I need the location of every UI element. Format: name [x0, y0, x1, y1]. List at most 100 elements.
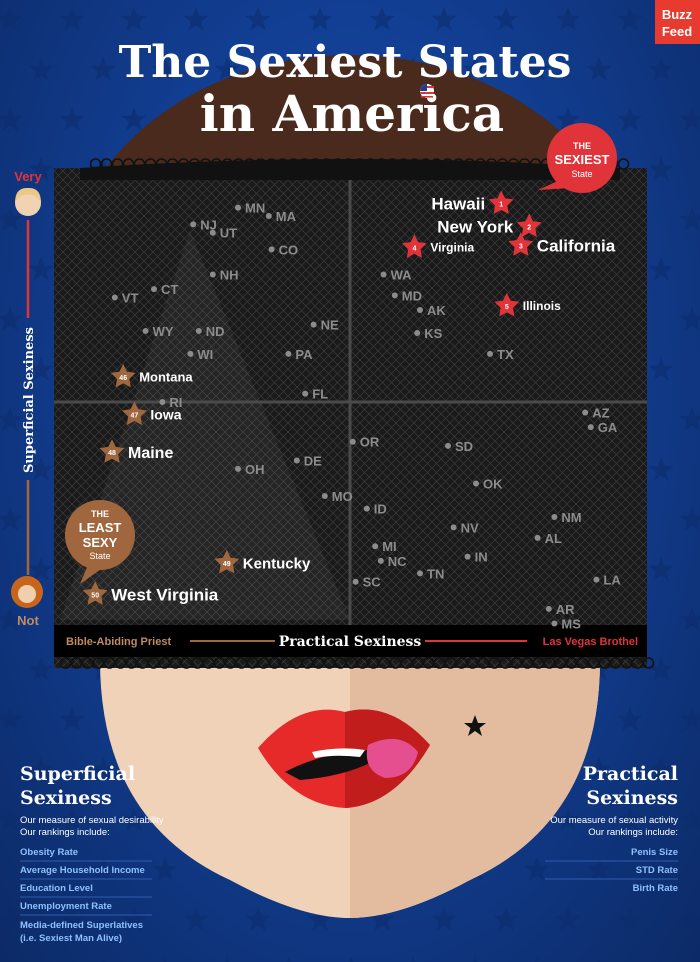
state-label: WY	[153, 324, 174, 339]
scatter-points: 1 Hawaii 2 New York 3 California 4 Virginia 5 Ill…	[82, 190, 621, 632]
background-star-icon	[245, 907, 271, 931]
background-star-icon	[0, 807, 23, 831]
state-point	[352, 578, 359, 585]
background-star-icon	[369, 7, 395, 31]
background-star-icon	[462, 57, 488, 81]
lace-loop	[411, 657, 424, 669]
background-star-icon	[617, 707, 643, 731]
lace-loop	[430, 158, 443, 170]
background-star-icon	[679, 707, 700, 731]
lace-loop	[111, 158, 124, 170]
state-label: Iowa	[150, 407, 181, 423]
state-point	[209, 229, 216, 236]
state-label: Hawaii	[431, 195, 485, 214]
state-label: California	[537, 236, 616, 255]
lace-loop	[499, 657, 512, 669]
least-callout-line-3: SEXY	[83, 535, 118, 550]
background-star-icon	[648, 57, 674, 81]
lace-loop	[191, 657, 204, 669]
state-label: KS	[424, 326, 442, 341]
background-star-icon	[28, 57, 54, 81]
background-star-icon	[0, 7, 23, 31]
state-label: Kentucky	[243, 555, 311, 572]
lace-loop	[367, 657, 380, 669]
lace-loop	[331, 158, 344, 170]
background-star-icon	[0, 707, 23, 731]
rank-label: 2	[527, 224, 531, 231]
background-star-icon	[28, 457, 54, 481]
state-point	[593, 576, 600, 583]
background-star-icon	[617, 807, 643, 831]
background-star-icon	[648, 757, 674, 781]
background-star-icon	[28, 757, 54, 781]
background-star-icon	[0, 107, 23, 131]
lace-loop	[353, 158, 366, 170]
state-label: MO	[332, 489, 353, 504]
background-star-icon	[28, 357, 54, 381]
background-star-icon	[648, 257, 674, 281]
lace-loop	[59, 657, 72, 669]
lace-loop	[180, 657, 193, 669]
right-panel-item: STD Rate	[636, 865, 678, 876]
lace-loop	[232, 158, 245, 170]
state-label: Virginia	[430, 241, 474, 255]
state-label: LA	[603, 573, 621, 588]
state-point	[551, 513, 558, 520]
state-label: NE	[321, 318, 339, 333]
lace-loop	[477, 657, 490, 669]
background-star-icon	[679, 407, 700, 431]
lace-loop	[419, 158, 432, 170]
state-point	[190, 221, 197, 228]
lace-loop	[92, 657, 105, 669]
lace-loop	[312, 657, 325, 669]
right-panel-heading-1: Practical	[583, 763, 678, 785]
state-point	[417, 570, 423, 577]
state-point	[587, 424, 594, 431]
background-star-icon	[473, 957, 477, 962]
lace-loop	[485, 158, 498, 170]
state-point	[151, 286, 157, 293]
background-star-icon	[679, 507, 700, 531]
brand-logo[interactable]	[655, 0, 700, 44]
state-label: AL	[545, 531, 562, 546]
state-label: NJ	[200, 217, 217, 232]
background-star-icon	[90, 857, 116, 881]
lace-loop	[345, 657, 358, 669]
lace-loop	[532, 657, 545, 669]
state-label: AR	[556, 602, 575, 617]
background-star-icon	[555, 7, 581, 31]
sexiest-callout: THE SEXIEST State	[538, 123, 617, 193]
state-point	[302, 390, 309, 397]
state-label: AK	[427, 303, 446, 318]
state-label: IN	[475, 550, 488, 565]
lace-loop	[488, 657, 501, 669]
lace-loop	[287, 158, 300, 170]
lace-loop	[543, 657, 556, 669]
y-axis-bottom-label: Not	[17, 613, 39, 628]
state-label: PA	[295, 347, 313, 362]
state-point	[417, 307, 423, 314]
least-sexy-callout: THE LEAST SEXY State	[65, 500, 135, 584]
background-star-icon	[586, 757, 612, 781]
background-star-icon	[101, 957, 105, 962]
state-point	[534, 534, 541, 541]
background-star-icon	[555, 807, 581, 831]
background-star-icon	[617, 7, 643, 31]
lace-loop	[254, 158, 267, 170]
background-star-icon	[39, 957, 43, 962]
lace-loop	[455, 657, 468, 669]
background-star-icon	[183, 907, 209, 931]
state-label: MI	[382, 539, 396, 554]
background-star-icon	[59, 7, 85, 31]
lace-loop	[125, 657, 138, 669]
background-star-icon	[369, 907, 395, 931]
state-point	[209, 271, 216, 278]
x-axis-left-label: Bible-Abiding Priest	[66, 636, 171, 648]
lace-loop	[587, 657, 600, 669]
rank-label: 50	[91, 592, 99, 599]
state-point	[380, 271, 387, 278]
us-flag-dot-icon	[420, 84, 434, 98]
state-point	[582, 409, 589, 416]
lace-loop	[463, 158, 476, 170]
background-star-icon	[121, 907, 147, 931]
